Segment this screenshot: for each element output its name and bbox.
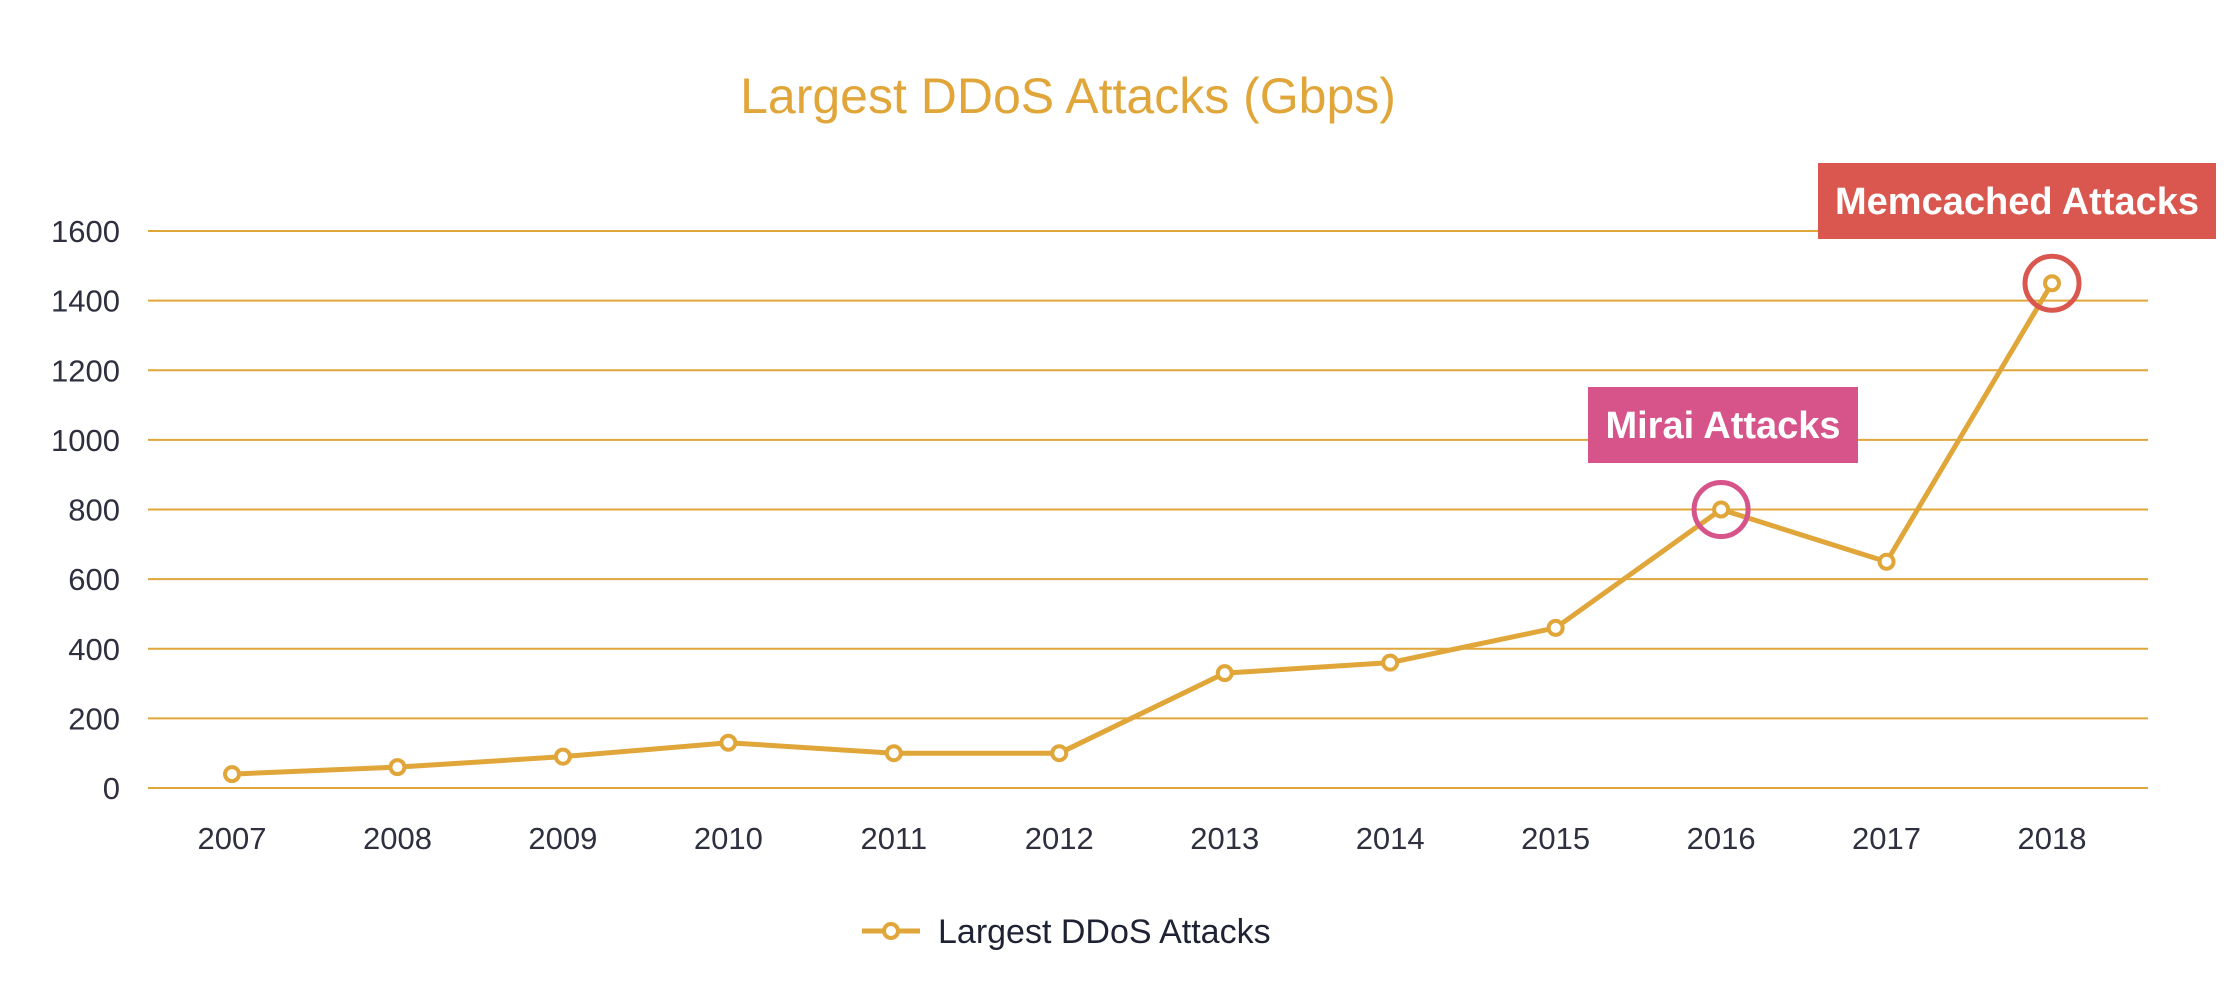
data-point — [1052, 746, 1066, 760]
y-tick-label: 600 — [68, 562, 120, 597]
y-tick-label: 0 — [103, 771, 120, 806]
data-point — [556, 750, 570, 764]
data-point — [887, 746, 901, 760]
y-tick-label: 400 — [68, 632, 120, 667]
data-point — [225, 767, 239, 781]
legend-label: Largest DDoS Attacks — [938, 913, 1271, 951]
y-tick-label: 1600 — [51, 214, 120, 249]
x-tick-label: 2018 — [2018, 821, 2087, 856]
annotations: Mirai Attacks Memcached Attacks — [1588, 163, 2216, 537]
grid-lines — [148, 231, 2148, 788]
annotation-label: Mirai Attacks — [1605, 405, 1840, 447]
data-point — [1880, 555, 1894, 569]
data-point — [2045, 276, 2059, 290]
y-axis-tick-labels: 0 200 400 600 800 1000 1200 1400 1600 — [51, 214, 120, 806]
y-tick-label: 1000 — [51, 423, 120, 458]
data-point — [1383, 656, 1397, 670]
x-axis-tick-labels: 2007 2008 2009 2010 2011 2012 2013 2014 2015 2016… — [198, 821, 2087, 856]
y-tick-label: 800 — [68, 493, 120, 528]
data-point — [721, 736, 735, 750]
series-line — [232, 283, 2052, 774]
data-point — [1549, 621, 1563, 635]
x-tick-label: 2008 — [363, 821, 432, 856]
x-tick-label: 2010 — [694, 821, 763, 856]
chart-title: Largest DDoS Attacks (Gbps) — [740, 68, 1396, 124]
x-tick-label: 2011 — [860, 821, 927, 856]
x-tick-label: 2016 — [1687, 821, 1756, 856]
legend: Largest DDoS Attacks — [862, 913, 1271, 951]
legend-marker — [884, 924, 898, 938]
y-tick-label: 200 — [68, 701, 120, 736]
x-tick-label: 2013 — [1190, 821, 1259, 856]
chart: Largest DDoS Attacks (Gbps) 0 200 400 600 80… — [0, 0, 2230, 1000]
x-tick-label: 2017 — [1852, 821, 1921, 856]
data-point — [390, 760, 404, 774]
x-tick-label: 2014 — [1356, 821, 1425, 856]
x-tick-label: 2015 — [1521, 821, 1590, 856]
data-point — [1714, 503, 1728, 517]
x-tick-label: 2012 — [1025, 821, 1094, 856]
data-point — [1218, 666, 1232, 680]
x-tick-label: 2007 — [198, 821, 267, 856]
series-line-group — [225, 276, 2059, 781]
annotation-label: Memcached Attacks — [1835, 181, 2199, 223]
x-tick-label: 2009 — [528, 821, 597, 856]
y-tick-label: 1400 — [51, 284, 120, 319]
y-tick-label: 1200 — [51, 353, 120, 388]
